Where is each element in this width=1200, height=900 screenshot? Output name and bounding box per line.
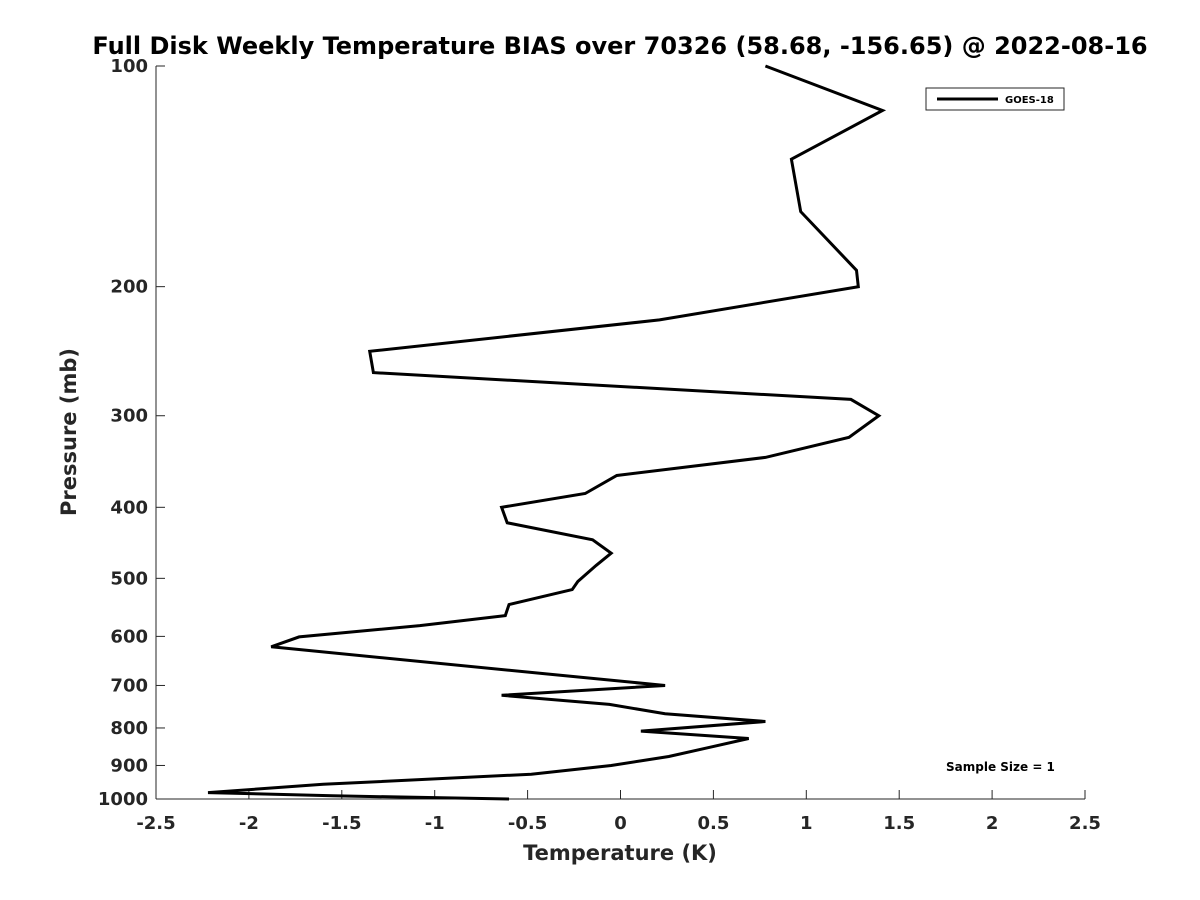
y-tick-label: 900 [110, 755, 148, 776]
x-tick-label: 0.5 [697, 813, 729, 834]
x-tick-label: 2 [986, 813, 999, 834]
y-ticks: 100 200 300 400 500 600 700 800 900 1000 [98, 56, 165, 810]
y-tick-label: 1000 [98, 789, 148, 810]
legend: GOES-18 [925, 87, 1065, 111]
x-tick-label: -1 [425, 813, 445, 834]
x-ticks: -2.5 -2 -1.5 -1 -0.5 0 0.5 1 1.5 2 2.5 [136, 790, 1101, 834]
y-tick-label: 600 [110, 626, 148, 647]
y-tick-label: 300 [110, 406, 148, 427]
y-tick-label: 500 [110, 568, 148, 589]
x-tick-label: -2.5 [136, 813, 175, 834]
y-tick-label: 700 [110, 675, 148, 696]
x-tick-label: -2 [239, 813, 259, 834]
sample-size-annotation: Sample Size = 1 [946, 760, 1055, 774]
chart-title: Full Disk Weekly Temperature BIAS over 7… [92, 32, 1147, 60]
x-tick-label: 2.5 [1069, 813, 1101, 834]
y-tick-label: 200 [110, 277, 148, 298]
y-axis-label: Pressure (mb) [57, 348, 81, 516]
x-axis-label: Temperature (K) [523, 841, 717, 865]
x-tick-label: 0 [614, 813, 627, 834]
series-layer [207, 64, 887, 801]
legend-label: GOES-18 [1005, 95, 1054, 106]
y-tick-label: 800 [110, 718, 148, 739]
y-tick-label: 400 [110, 497, 148, 518]
x-tick-label: 1.5 [883, 813, 915, 834]
x-tick-label: -0.5 [508, 813, 547, 834]
series-line-goes-18 [207, 64, 887, 801]
y-tick-label: 100 [110, 56, 148, 77]
x-tick-label: -1.5 [322, 813, 361, 834]
x-tick-label: 1 [800, 813, 813, 834]
